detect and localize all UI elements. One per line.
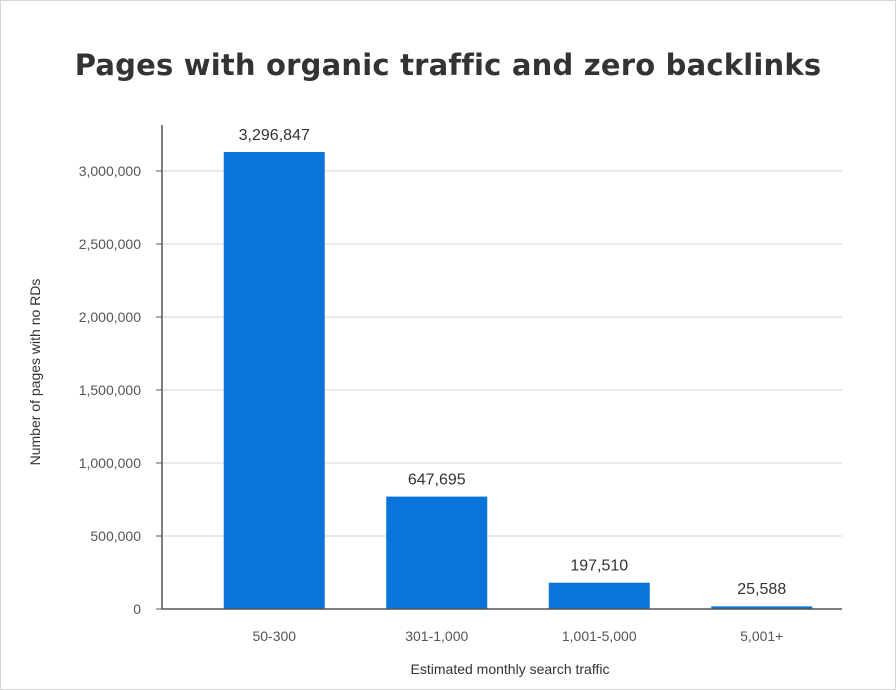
x-tick-label: 1,001-5,000 [562, 628, 637, 644]
data-label: 647,695 [408, 472, 466, 489]
y-tick-label: 1,000,000 [79, 455, 141, 471]
x-axis-label: Estimated monthly search traffic [411, 661, 610, 677]
x-tick-label: 50-300 [252, 628, 296, 644]
chart-title: Pages with organic traffic and zero back… [74, 48, 822, 82]
x-tick-label: 301-1,000 [405, 628, 468, 644]
y-tick-label: 1,500,000 [79, 382, 141, 398]
y-axis-ticks: 0 500,000 1,000,000 1,500,000 2,000,000 2,500… [79, 163, 162, 617]
y-tick-label: 0 [133, 601, 141, 617]
bar [386, 496, 488, 609]
bar [223, 152, 325, 609]
y-tick-label: 500,000 [90, 528, 141, 544]
y-tick-label: 2,000,000 [79, 309, 141, 325]
bar [548, 582, 650, 609]
y-axis-label: Number of pages with no RDs [27, 279, 43, 466]
data-label: 3,296,847 [239, 127, 310, 144]
x-tick-label: 5,001+ [740, 628, 783, 644]
data-label: 197,510 [570, 558, 628, 575]
data-labels: 3,296,847 647,695 197,510 25,588 [239, 127, 787, 598]
y-tick-label: 3,000,000 [79, 163, 141, 179]
data-label: 25,588 [737, 581, 786, 598]
y-tick-label: 2,500,000 [79, 236, 141, 252]
bars [223, 152, 813, 610]
x-axis-ticks: 50-300 301-1,000 1,001-5,000 5,001+ [252, 628, 783, 644]
bar [711, 606, 813, 610]
